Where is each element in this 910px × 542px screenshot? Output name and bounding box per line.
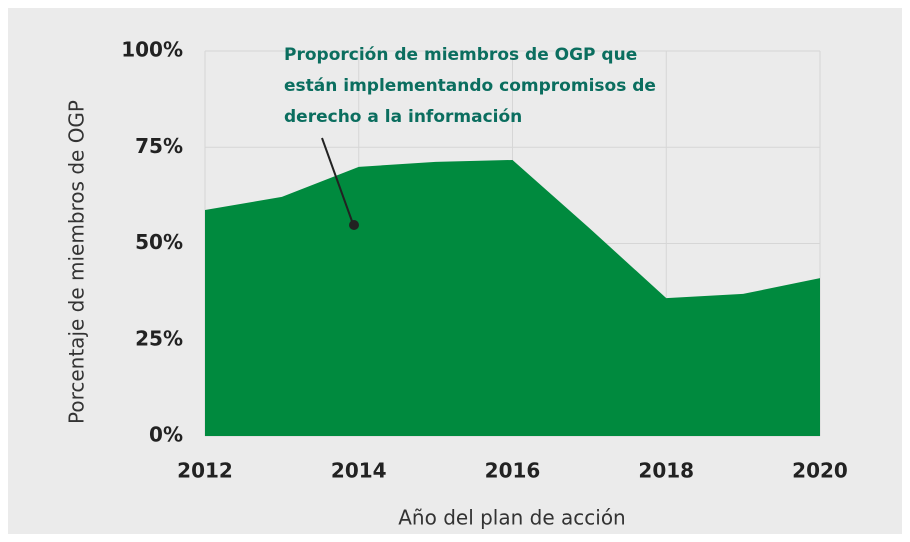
annotation-line: Proporción de miembros de OGP que xyxy=(284,45,637,65)
marks xyxy=(205,159,820,436)
annotation-pointer xyxy=(321,137,354,225)
x-tick-label: 2012 xyxy=(177,459,233,483)
y-tick-label: 100% xyxy=(121,38,183,62)
y-tick-label: 75% xyxy=(135,134,183,158)
y-axis-label: Porcentaje de miembros de OGP xyxy=(65,100,89,424)
x-tick-label: 2020 xyxy=(792,459,848,483)
x-tick-label: 2018 xyxy=(638,459,694,483)
y-tick-label: 50% xyxy=(135,230,183,254)
annotation-dot xyxy=(349,220,359,230)
area xyxy=(205,159,820,436)
x-tick-label: 2016 xyxy=(485,459,541,483)
y-tick-label: 25% xyxy=(135,326,183,350)
x-axis-label: Año del plan de acción xyxy=(398,506,625,530)
annotation-line: están implementando compromisos de xyxy=(284,76,656,96)
y-tick-label: 0% xyxy=(149,423,183,447)
x-tick-label: 2014 xyxy=(331,459,387,483)
annotation-line: derecho a la información xyxy=(284,107,522,127)
